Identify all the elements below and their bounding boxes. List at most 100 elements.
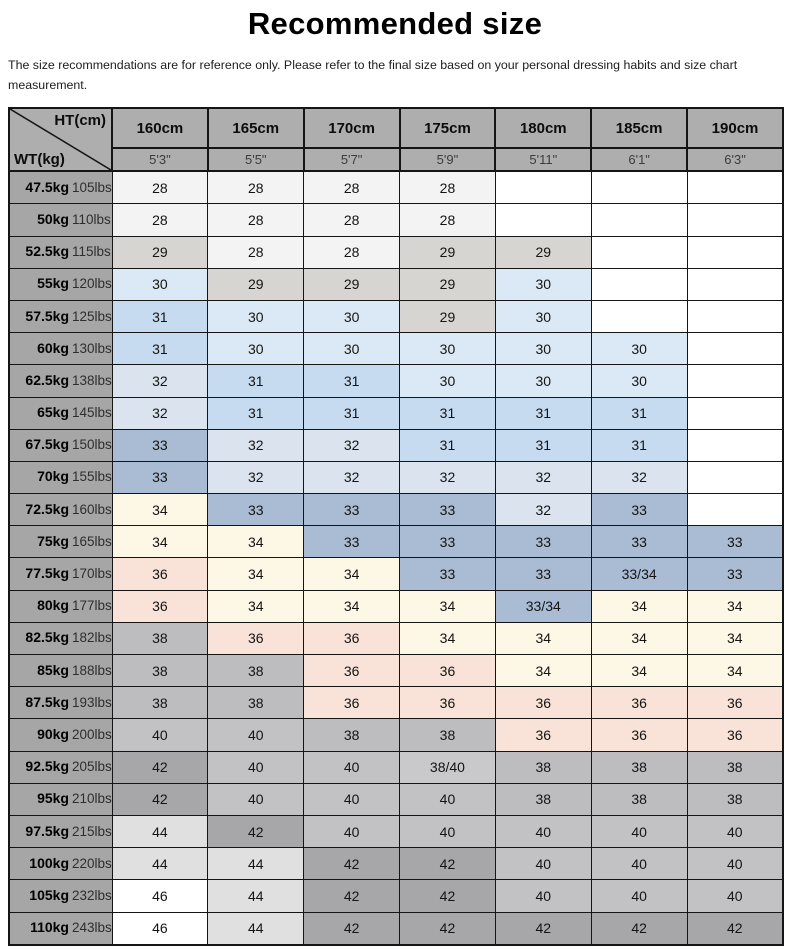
size-cell: 30 (494, 299, 592, 334)
weight-label: 75kg 165lbs (8, 525, 113, 559)
weight-label: 77.5kg 170lbs (8, 557, 113, 591)
size-cell: 32 (207, 428, 305, 462)
table-row: 65kg 145lbs 32 31 31 31 31 31 (8, 396, 784, 430)
kg-value: 67.5kg (25, 436, 69, 453)
size-cell (590, 170, 688, 205)
size-cell: 36 (590, 686, 688, 720)
size-cell: 44 (207, 879, 305, 913)
size-cell: 42 (303, 911, 401, 946)
size-cell: 34 (207, 589, 305, 623)
kg-value: 87.5kg (25, 693, 69, 710)
table-row: 100kg 220lbs 44 44 42 42 40 40 40 (8, 847, 784, 881)
size-cell: 34 (207, 525, 305, 559)
size-cell: 31 (494, 428, 592, 462)
size-cell: 40 (494, 847, 592, 881)
size-cell: 40 (303, 782, 401, 816)
size-cell: 32 (399, 460, 496, 495)
size-cell: 30 (399, 364, 496, 398)
size-cell: 34 (494, 653, 592, 688)
size-cell: 33 (111, 460, 209, 495)
table-row: 47.5kg 105lbs 28 28 28 28 (8, 170, 784, 205)
lbs-value: 110lbs (72, 211, 111, 227)
lbs-value: 193lbs (72, 694, 112, 710)
height-ft-row: 5'3" 5'5" 5'7" 5'9" 5'11" 6'1" 6'3" (9, 147, 784, 173)
table-row: 92.5kg 205lbs 42 40 40 38/40 38 38 38 (8, 750, 784, 784)
size-cell: 33 (494, 557, 592, 591)
size-cell: 30 (590, 332, 688, 366)
height-ft-header: 5'9" (398, 147, 497, 173)
lbs-value: 177lbs (72, 598, 112, 614)
height-ft-header: 6'1" (590, 147, 689, 173)
weight-label: 97.5kg 215lbs (8, 814, 113, 849)
kg-value: 55kg (37, 275, 69, 292)
lbs-value: 220lbs (72, 855, 112, 871)
weight-label: 65kg 145lbs (8, 396, 113, 430)
height-cm-header: 160cm (111, 107, 209, 150)
size-cell (494, 203, 592, 237)
size-cell: 40 (686, 814, 784, 849)
size-cell: 46 (111, 879, 209, 913)
size-cell: 34 (111, 493, 209, 527)
lbs-value: 138lbs (72, 372, 112, 388)
size-cell: 33 (590, 493, 688, 527)
size-cell: 30 (207, 332, 305, 366)
size-cell: 30 (207, 299, 305, 334)
size-cell: 38 (686, 750, 784, 784)
kg-value: 60kg (37, 339, 69, 356)
table-row: 52.5kg 115lbs 29 28 28 29 29 (8, 235, 784, 269)
lbs-value: 150lbs (72, 437, 112, 453)
table-row: 60kg 130lbs 31 30 30 30 30 30 (8, 332, 784, 366)
size-cell: 29 (399, 299, 496, 334)
weight-label: 92.5kg 205lbs (8, 750, 113, 784)
lbs-value: 130lbs (72, 340, 112, 356)
size-cell: 42 (590, 911, 688, 946)
table-row: 90kg 200lbs 40 40 38 38 36 36 36 (8, 718, 784, 752)
table-row: 110kg 243lbs 46 44 42 42 42 42 42 (8, 911, 784, 946)
kg-value: 95kg (37, 790, 69, 807)
kg-value: 70kg (37, 468, 69, 485)
height-ft-header: 5'5" (206, 147, 305, 173)
height-cm-header: 165cm (206, 107, 305, 150)
size-cell: 44 (207, 911, 305, 946)
size-cell: 32 (494, 460, 592, 495)
size-cell: 32 (111, 364, 209, 398)
size-cell: 28 (303, 170, 401, 205)
table-row: 50kg 110lbs 28 28 28 28 (8, 203, 784, 237)
size-cell: 34 (494, 621, 592, 656)
size-cell: 32 (303, 428, 401, 462)
size-cell: 30 (111, 267, 209, 301)
size-cell: 30 (303, 332, 401, 366)
size-cell (590, 235, 688, 269)
weight-label: 50kg 110lbs (8, 203, 113, 237)
height-ft-header: 6'3" (686, 147, 784, 173)
size-cell (590, 203, 688, 237)
size-cell: 33 (399, 525, 496, 559)
size-cell (686, 235, 784, 269)
weight-label: 55kg 120lbs (8, 267, 113, 301)
size-cell: 32 (590, 460, 688, 495)
size-cell: 42 (686, 911, 784, 946)
size-cell: 30 (494, 267, 592, 301)
size-cell: 36 (303, 686, 401, 720)
weight-label: 87.5kg 193lbs (8, 686, 113, 720)
size-cell: 42 (207, 814, 305, 849)
size-cell: 36 (686, 718, 784, 752)
size-cell: 36 (686, 686, 784, 720)
table-row: 57.5kg 125lbs 31 30 30 29 30 (8, 299, 784, 334)
size-cell: 29 (111, 235, 209, 269)
size-cell: 31 (399, 428, 496, 462)
size-cell: 38 (111, 653, 209, 688)
size-cell: 40 (494, 814, 592, 849)
height-cm-header: 185cm (590, 107, 689, 150)
size-cell: 32 (303, 460, 401, 495)
size-cell: 40 (494, 879, 592, 913)
size-cell (686, 170, 784, 205)
lbs-value: 243lbs (72, 920, 112, 936)
size-cell: 38 (686, 782, 784, 816)
lbs-value: 125lbs (72, 308, 112, 324)
height-cm-header: 180cm (494, 107, 593, 150)
size-cell: 33 (399, 493, 496, 527)
kg-value: 65kg (37, 404, 69, 421)
size-cell: 29 (207, 267, 305, 301)
page-title: Recommended size (247, 6, 543, 41)
